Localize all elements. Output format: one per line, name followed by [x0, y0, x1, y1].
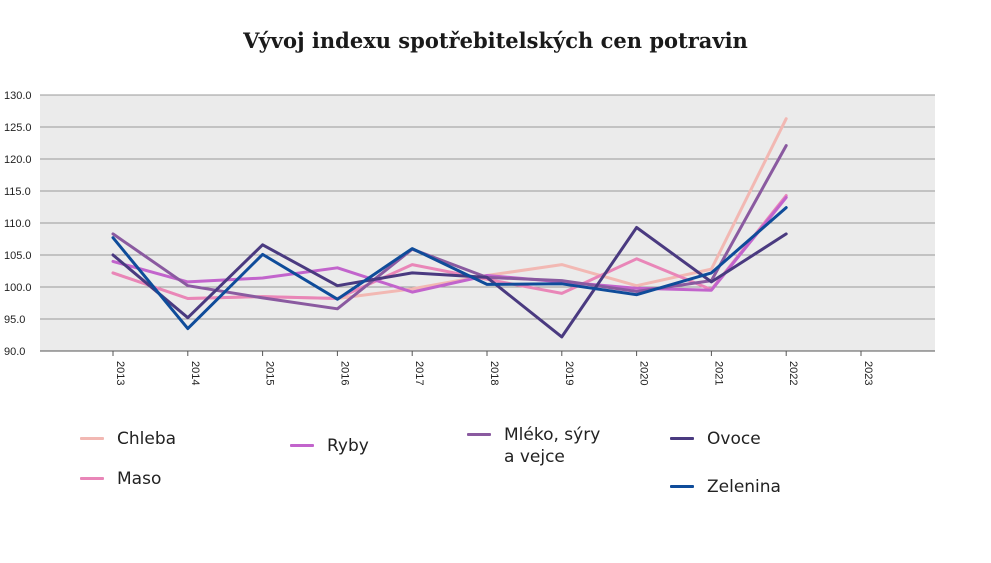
y-tick-label: 100.0 — [4, 282, 32, 294]
y-tick-label: 125.0 — [4, 122, 32, 134]
x-tick-label: 2015 — [264, 361, 276, 385]
series-line-4 — [111, 226, 788, 339]
chart-title: Vývoj indexu spotřebitelských cen potrav… — [243, 28, 748, 53]
series-line-1 — [111, 194, 788, 300]
x-tick-label: 2014 — [189, 361, 201, 385]
series-line-5 — [111, 206, 788, 331]
x-tick-label: 2021 — [712, 361, 724, 385]
y-tick-label: 95.0 — [4, 314, 25, 326]
x-tick-label: 2019 — [563, 361, 575, 385]
x-tick-label: 2022 — [787, 361, 799, 385]
y-tick-label: 90.0 — [4, 346, 25, 358]
y-tick-label: 120.0 — [4, 154, 32, 166]
x-tick-label: 2018 — [488, 361, 500, 385]
y-tick-label: 130.0 — [4, 90, 32, 102]
y-tick-label: 115.0 — [4, 186, 31, 198]
x-tick-label: 2020 — [638, 361, 650, 385]
x-tick-label: 2023 — [862, 361, 874, 385]
y-tick-label: 105.0 — [4, 250, 32, 262]
y-tick-label: 110.0 — [4, 218, 31, 230]
x-tick-label: 2016 — [338, 361, 350, 385]
x-tick-label: 2013 — [114, 361, 126, 385]
x-tick-label: 2017 — [413, 361, 425, 385]
